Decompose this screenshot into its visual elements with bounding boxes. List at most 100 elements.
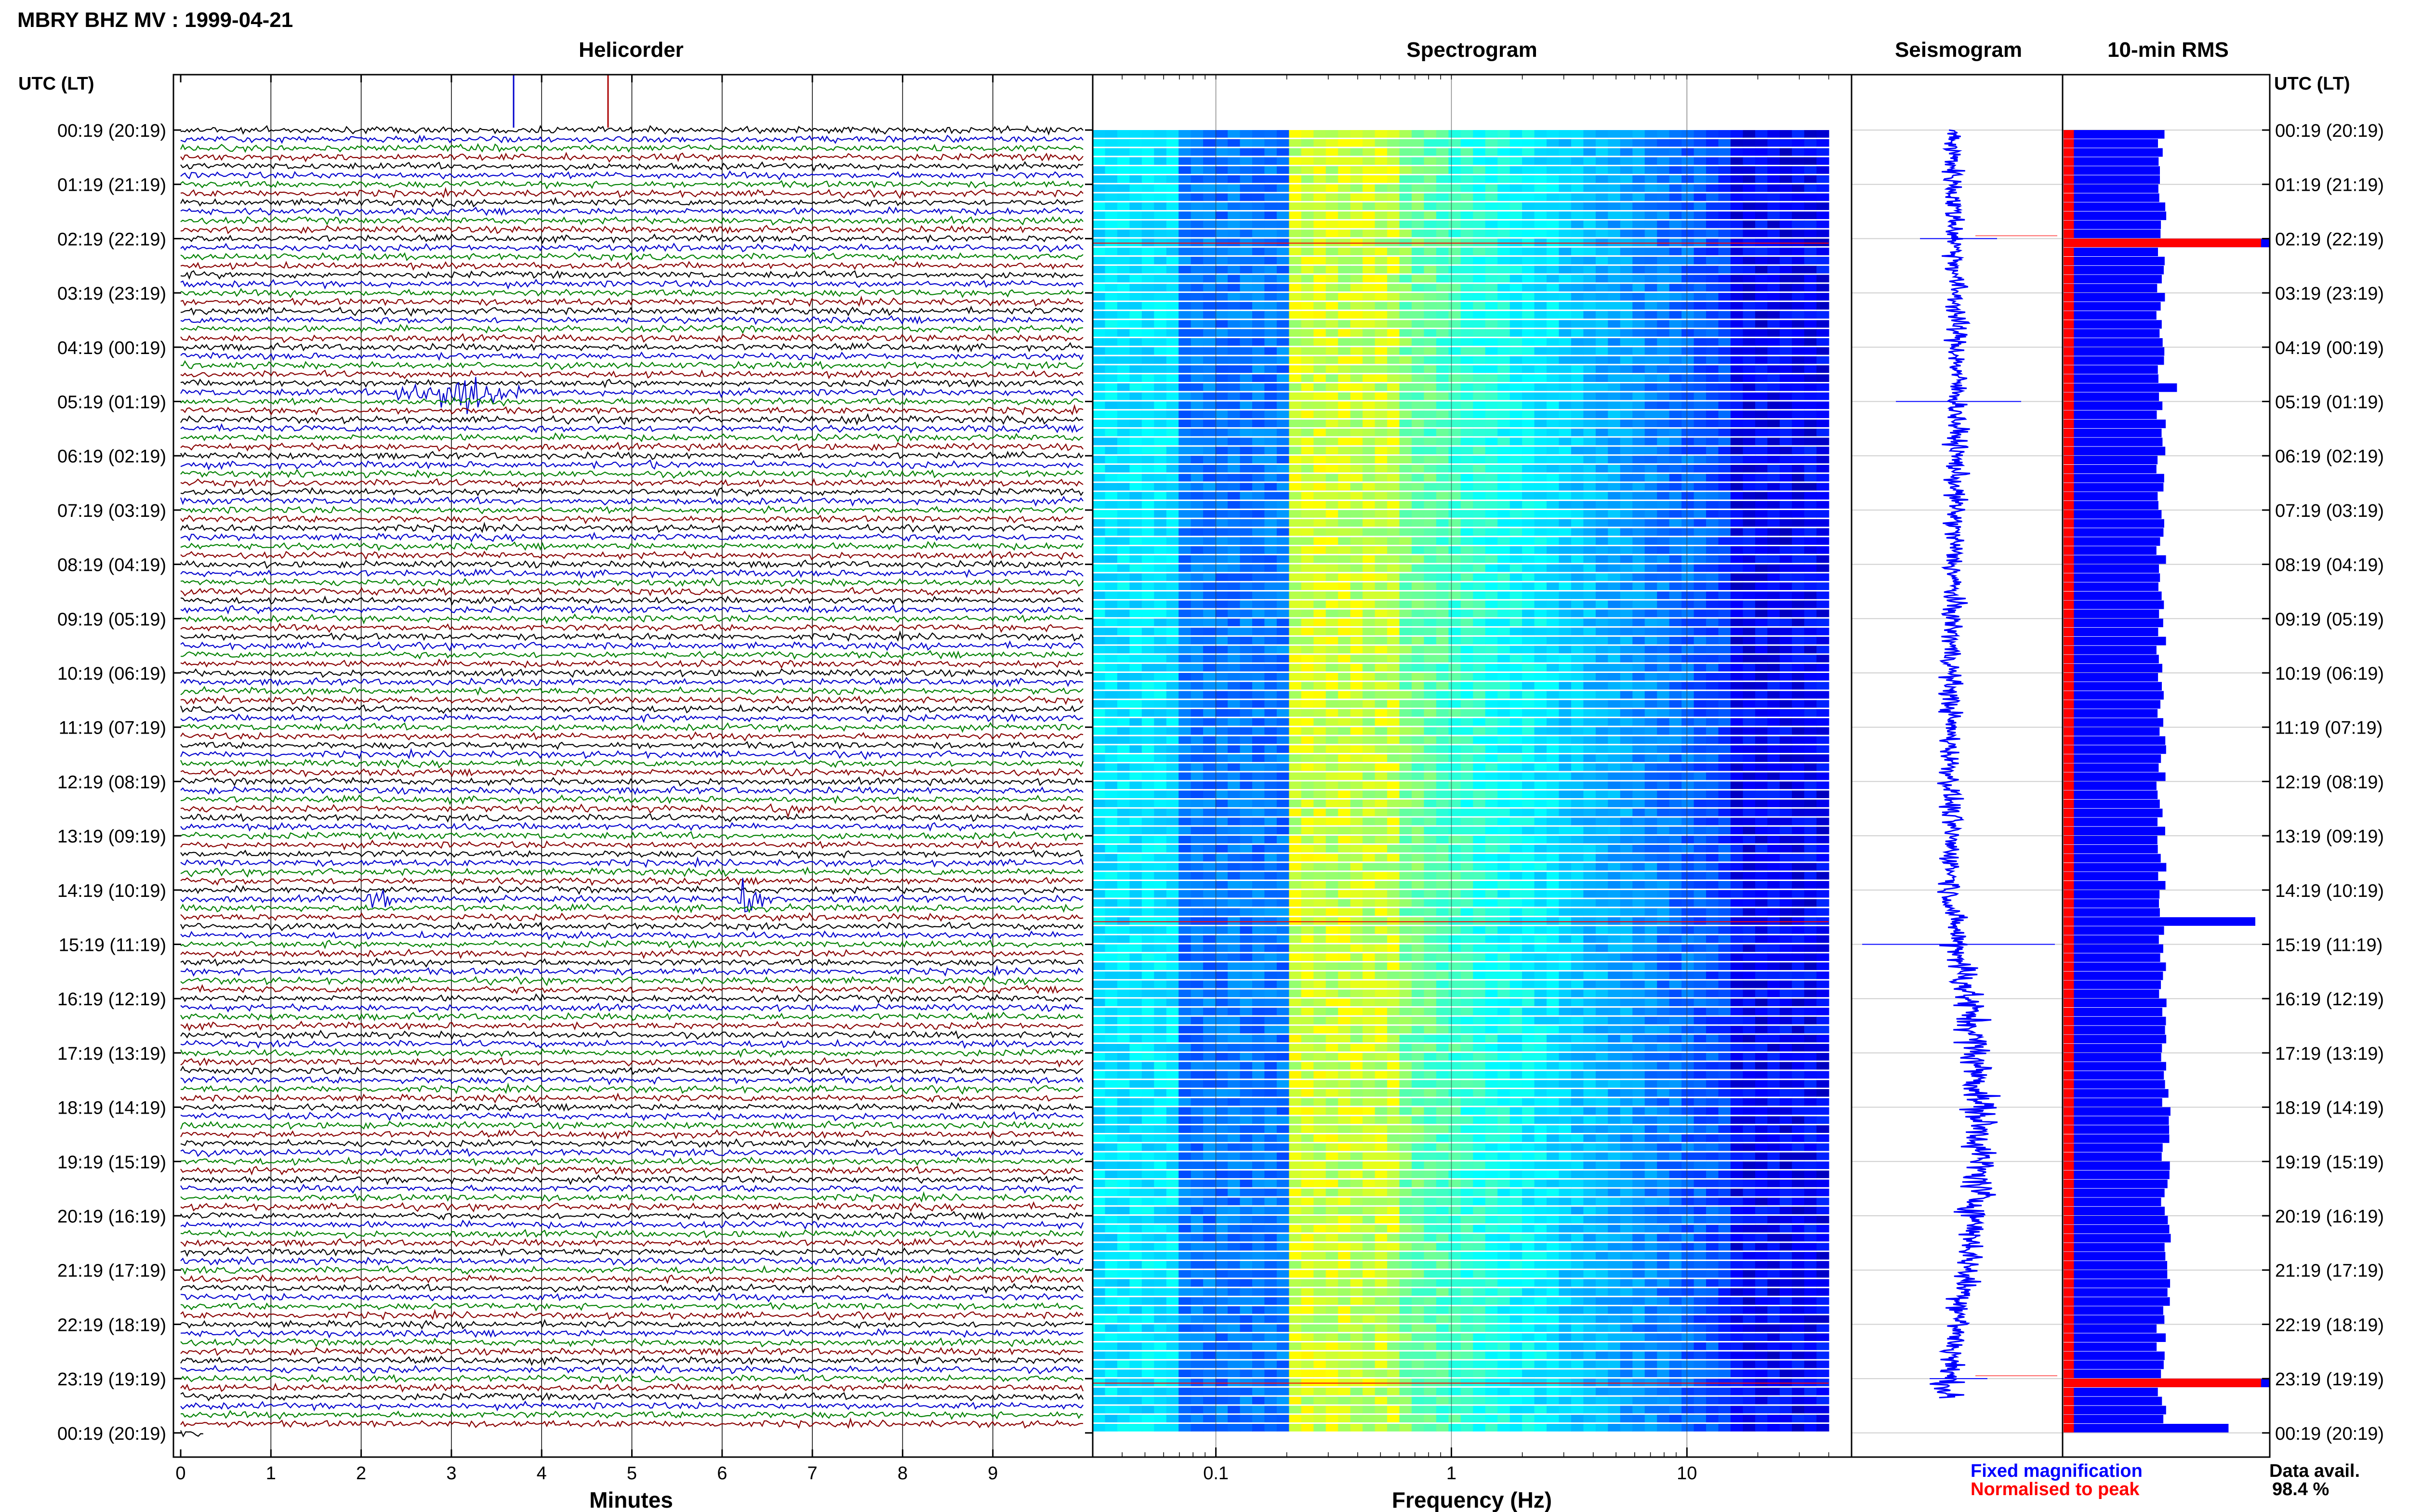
spectrogram-cell [1289,781,1302,789]
spectrogram-cell [1154,844,1167,853]
spectrogram-cell [1497,781,1510,789]
spectrogram-cell [1129,582,1142,590]
spectrogram-cell [1363,555,1376,563]
spectrogram-cell [1240,673,1253,681]
spectrogram-cell [1718,718,1731,726]
spectrogram-cell [1166,374,1179,382]
spectrogram-cell [1571,836,1584,843]
spectrogram-cell [1804,836,1817,843]
spectrogram-cell [1767,202,1780,210]
spectrogram-cell [1387,401,1400,409]
spectrogram-cell [1559,184,1572,192]
spectrogram-cell [1767,600,1780,608]
spectrogram-cell [1228,329,1241,337]
spectrogram-cell [1644,763,1657,771]
spectrogram-cell [1387,736,1400,744]
helicorder-trace [180,1274,1084,1284]
spectrogram-cell [1448,790,1461,798]
helicorder-trace [180,369,1084,380]
spectrogram-cell [1547,718,1560,726]
spectrogram-cell [1595,691,1609,699]
spectrogram-cell [1743,844,1756,853]
spectrogram-cell [1804,456,1817,463]
spectrogram-cell [1141,356,1155,364]
spectrogram-cell [1804,365,1817,373]
spectrogram-cell [1338,275,1351,283]
spectrogram-cell [1424,727,1437,735]
spectrogram-cell [1363,383,1376,391]
spectrogram-cell [1325,374,1338,382]
spectrogram-cell [1485,447,1498,455]
spectrogram-cell [1399,401,1412,409]
spectrogram-cell [1559,745,1572,753]
spectrogram-cell [1363,763,1376,771]
spectrogram-cell [1252,763,1265,771]
spectrogram-cell [1816,546,1829,554]
spectrogram-cell [1694,175,1707,183]
spectrogram-cell [1252,736,1265,744]
spectrogram-cell [1129,148,1142,156]
spectrogram-cell [1804,139,1817,147]
spectrogram-cell [1350,727,1363,735]
spectrogram-cell [1571,356,1584,364]
spectrogram-cell [1093,410,1106,419]
spectrogram-cell [1694,157,1707,165]
spectrogram-cell [1141,645,1155,654]
spectrogram-cell [1779,428,1793,436]
spectrogram-cell [1767,564,1780,572]
spectrogram-cell [1129,537,1142,545]
spectrogram-cell [1166,447,1179,455]
spectrogram-cell [1141,628,1155,635]
spectrogram-cell [1178,609,1191,618]
spectrogram-cell [1154,401,1167,409]
spectrogram-cell [1301,555,1314,563]
spectrogram-cell [1473,473,1486,482]
spectrogram-cell [1276,546,1290,554]
spectrogram-cell [1534,157,1547,165]
spectrogram-cell [1228,537,1241,545]
spectrogram-cell [1276,293,1290,301]
spectrogram-cell [1412,582,1425,590]
spectrogram-cell [1424,401,1437,409]
spectrogram-cell [1497,691,1510,699]
spectrogram-cell [1657,673,1670,681]
spectrogram-cell [1436,184,1449,192]
spectrogram-cell [1559,691,1572,699]
spectrogram-cell [1485,374,1498,382]
spectrogram-cell [1203,410,1216,419]
spectrogram-cell [1804,447,1817,455]
spectrogram-cell [1730,546,1744,554]
spectrogram-cell [1301,655,1314,663]
spectrogram-cell [1497,392,1510,400]
spectrogram-cell [1694,664,1707,671]
spectrogram-cell [1620,374,1633,382]
spectrogram-cell [1644,248,1657,255]
spectrogram-cell [1779,827,1793,835]
spectrogram-cell [1730,618,1744,627]
helicorder-trace [180,685,1084,696]
spectrogram-cell [1350,555,1363,563]
spectrogram-cell [1313,673,1326,681]
spectrogram-cell [1460,220,1474,228]
spectrogram-cell [1755,827,1768,835]
spectrogram-cell [1657,401,1670,409]
spectrogram-cell [1694,329,1707,337]
spectrogram-cell [1571,184,1584,192]
spectrogram-cell [1166,347,1179,355]
spectrogram-cell [1141,700,1155,708]
spectrogram-cell [1301,248,1314,255]
spectrogram-cell [1473,718,1486,726]
spectrogram-cell [1387,592,1400,599]
spectrogram-cell [1129,193,1142,201]
spectrogram-cell [1816,166,1829,174]
spectrogram-cell [1105,573,1118,581]
spectrogram-cell [1473,356,1486,364]
spectrogram-cell [1129,401,1142,409]
spectrogram-cell [1620,157,1633,165]
spectrogram-cell [1424,338,1437,346]
spectrogram-cell [1509,736,1522,744]
spectrogram-cell [1485,727,1498,735]
spectrogram-cell [1129,645,1142,654]
spectrogram-cell [1718,347,1731,355]
spectrogram-cell [1509,483,1522,491]
